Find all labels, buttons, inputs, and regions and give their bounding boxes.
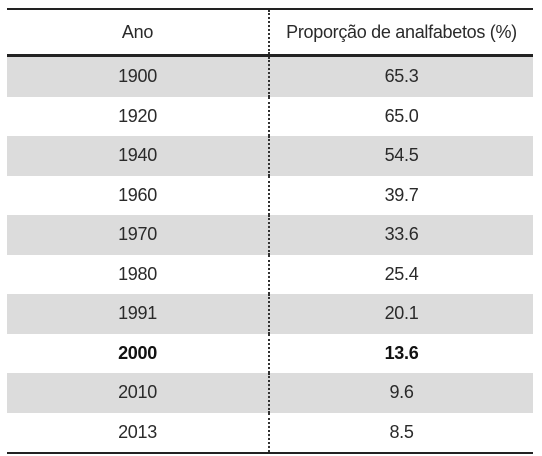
table-body: 1900 65.3 1920 65.0 1940 54.5 1960 39.7 1970 33.6… xyxy=(7,57,533,452)
cell-value: 33.6 xyxy=(268,215,533,255)
table-row: 2000 13.6 xyxy=(7,333,533,373)
table-row: 2010 9.6 xyxy=(7,373,533,413)
cell-value: 9.6 xyxy=(268,373,533,413)
cell-year: 1920 xyxy=(118,105,157,126)
table-row: 2013 8.5 xyxy=(7,412,533,452)
cell-value: 8.5 xyxy=(268,412,533,452)
cell-year: 2013 xyxy=(118,421,157,442)
table-row: 1980 25.4 xyxy=(7,254,533,294)
cell-year: 1940 xyxy=(118,145,157,166)
table-top-rule xyxy=(7,8,533,10)
table-row: 1960 39.7 xyxy=(7,175,533,215)
cell-year: 1991 xyxy=(118,303,157,324)
cell-year: 1970 xyxy=(118,224,157,245)
cell-value: 25.4 xyxy=(268,254,533,294)
table-bottom-rule xyxy=(7,452,533,454)
cell-value: 20.1 xyxy=(268,294,533,334)
cell-value: 65.0 xyxy=(268,96,533,136)
table-row: 1940 54.5 xyxy=(7,136,533,176)
cell-value: 39.7 xyxy=(268,175,533,215)
header-value: Proporção de analfabetos (%) xyxy=(268,10,533,54)
literacy-table: Ano Proporção de analfabetos (%) 1900 65.… xyxy=(7,8,533,454)
cell-year: 1960 xyxy=(118,184,157,205)
header-year: Ano xyxy=(121,21,154,42)
cell-year: 1900 xyxy=(118,66,157,87)
table-row: 1920 65.0 xyxy=(7,96,533,136)
table-row: 1970 33.6 xyxy=(7,215,533,255)
cell-year: 2010 xyxy=(118,382,157,403)
cell-value: 13.6 xyxy=(268,333,533,373)
cell-year: 2000 xyxy=(118,342,157,363)
table-row: 1991 20.1 xyxy=(7,294,533,334)
cell-value: 65.3 xyxy=(268,57,533,97)
cell-value: 54.5 xyxy=(268,136,533,176)
table-row: 1900 65.3 xyxy=(7,57,533,97)
table-header-row: Ano Proporção de analfabetos (%) xyxy=(7,10,533,57)
cell-year: 1980 xyxy=(118,263,157,284)
